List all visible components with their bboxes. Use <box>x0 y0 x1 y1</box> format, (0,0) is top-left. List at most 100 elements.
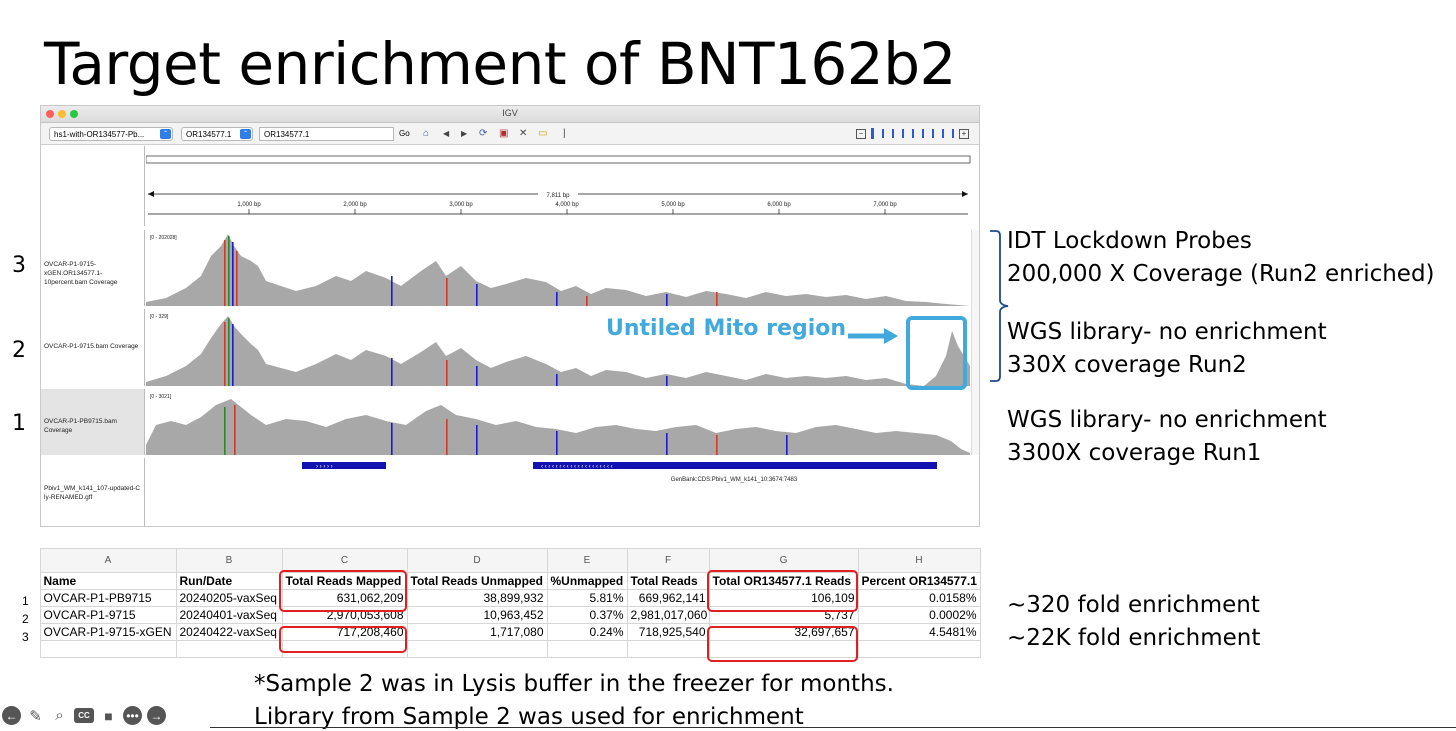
table-cell[interactable]: 0.37% <box>546 606 628 624</box>
zoom-icon[interactable]: ⌕ <box>55 707 64 724</box>
table-cell[interactable]: 718,925,540 <box>626 623 710 641</box>
previous-slide-icon[interactable]: ← <box>2 706 21 725</box>
minimize-window-button[interactable] <box>58 110 66 118</box>
table-cell[interactable]: 1,717,080 <box>406 623 548 641</box>
annotation-track[interactable]: › › › › › ‹ ‹ ‹ ‹ ‹ ‹ ‹ ‹ ‹ ‹ ‹ ‹ ‹ ‹ ‹ … <box>146 458 980 527</box>
table-row: OVCAR-P1-PB9715 20240205-vaxSeq 631,062,… <box>39 589 981 607</box>
track-1-coverage[interactable]: [0 - 3021] <box>146 389 980 455</box>
table-cell[interactable]: 38,899,932 <box>406 589 548 607</box>
zoom-in-icon[interactable]: + <box>959 128 969 139</box>
track-2-name[interactable]: OVCAR-P1-9715.bam Coverage <box>41 309 145 386</box>
variant-bar <box>446 278 448 306</box>
table-cell[interactable]: OVCAR-P1-9715-xGEN <box>39 623 177 641</box>
table-cell[interactable]: OVCAR-P1-PB9715 <box>39 589 177 607</box>
captions-icon[interactable]: CC <box>74 708 94 723</box>
wgs-run1-note: WGS library- no enrichment 3300X coverag… <box>1007 404 1327 470</box>
genome-dropdown[interactable]: hs1-with-OR134577-Pb... ⌃ <box>49 127 173 141</box>
table-cell[interactable]: 0.0002% <box>857 606 981 624</box>
col-letter[interactable]: H <box>857 548 981 573</box>
header-cell[interactable]: Percent OR134577.1 <box>857 572 981 590</box>
track-2-range: [0 - 329] <box>150 314 169 320</box>
close-tracks-icon[interactable]: ✕ <box>519 128 528 139</box>
table-cell[interactable]: 20240422-vaxSeq <box>175 623 283 641</box>
header-cell[interactable]: Total Reads Unmapped <box>406 572 548 590</box>
zoom-tick-icon <box>932 129 934 138</box>
col-letter[interactable]: B <box>175 548 283 573</box>
table-cell[interactable]: 2,981,017,060 <box>626 606 710 624</box>
table-cell[interactable]: 20240401-vaxSeq <box>175 606 283 624</box>
table-cell[interactable] <box>857 640 981 658</box>
table-cell[interactable] <box>546 640 628 658</box>
go-button[interactable]: Go <box>399 129 410 138</box>
track-2-coverage[interactable]: [0 - 329] <box>146 309 980 386</box>
variant-bar <box>224 407 226 455</box>
table-cell[interactable]: 10,963,452 <box>406 606 548 624</box>
table-cell[interactable] <box>39 640 177 658</box>
col-letter[interactable]: F <box>626 548 710 573</box>
col-letter[interactable]: A <box>39 548 177 573</box>
track-1-range: [0 - 3021] <box>150 394 172 400</box>
table-cell[interactable]: 5.81% <box>546 589 628 607</box>
track-3-coverage[interactable]: [0 - 202028] <box>146 230 980 306</box>
home-icon[interactable]: ⌂ <box>423 128 430 139</box>
ruler-tick-label: 1,000 bp <box>237 202 261 208</box>
forward-icon[interactable]: ▶ <box>461 129 468 138</box>
col-letter[interactable]: D <box>406 548 548 573</box>
header-cell[interactable]: %Unmapped <box>546 572 628 590</box>
row-number: 1 <box>22 594 29 608</box>
idt-note-line1: IDT Lockdown Probes <box>1007 228 1252 254</box>
col-letter[interactable]: E <box>546 548 628 573</box>
pen-icon[interactable]: ✎ <box>29 707 42 725</box>
camera-icon[interactable]: ■ <box>104 707 113 724</box>
ruler-panel: 7,811 bp 1,000 bp 2,000 bp 3,000 bp 4,000 b… <box>146 155 971 215</box>
ruler-name-panel <box>41 146 145 226</box>
coverage-area <box>146 234 970 306</box>
table-cell[interactable]: 631,062,209 <box>281 589 408 607</box>
track-scrollbar[interactable] <box>971 230 979 455</box>
roi-icon[interactable]: ▣ <box>499 128 509 139</box>
zoom-out-icon[interactable]: − <box>856 128 866 139</box>
table-cell[interactable] <box>175 640 283 658</box>
feature-block-1[interactable] <box>302 462 386 469</box>
refresh-icon[interactable]: ⟳ <box>479 128 488 139</box>
track-1-name[interactable]: OVCAR-P1-PB9715.bam Coverage <box>41 389 145 455</box>
col-letter[interactable]: C <box>281 548 408 573</box>
table-cell[interactable]: 0.24% <box>546 623 628 641</box>
zoom-widget[interactable]: − + <box>856 128 969 139</box>
table-cell[interactable]: 20240205-vaxSeq <box>175 589 283 607</box>
more-options-icon[interactable]: ••• <box>123 706 142 725</box>
variant-bar <box>476 366 478 386</box>
table-cell[interactable]: 0.0158% <box>857 589 981 607</box>
header-cell[interactable]: Total Reads <box>626 572 710 590</box>
close-window-button[interactable] <box>46 110 54 118</box>
chromosome-dropdown[interactable]: OR134577.1 ⌃ <box>181 127 253 141</box>
variant-bar <box>666 433 668 455</box>
variant-bar <box>228 236 230 306</box>
table-cell[interactable]: OVCAR-P1-9715 <box>39 606 177 624</box>
table-cell[interactable]: 4.5481% <box>857 623 981 641</box>
variant-bar <box>586 296 588 306</box>
table-cell[interactable]: 669,962,141 <box>626 589 710 607</box>
annotation-track-name[interactable]: Pbiv1_WM_k141_107-updated-C ly-RENAMED.g… <box>41 458 145 526</box>
back-icon[interactable]: ◀ <box>443 129 450 138</box>
next-slide-icon[interactable]: → <box>147 706 166 725</box>
ruler-tick-label: 2,000 bp <box>343 202 367 208</box>
header-cell[interactable]: Name <box>39 572 177 590</box>
col-letter[interactable]: G <box>708 548 859 573</box>
variant-bar <box>716 292 718 306</box>
highlight-or-reads-r1 <box>707 570 858 612</box>
ruler-icon[interactable]: | <box>563 128 566 139</box>
zoom-window-button[interactable] <box>70 110 78 118</box>
presentation-controls: ← ✎ ⌕ CC ■ ••• → <box>2 706 166 725</box>
header-cell[interactable]: Run/Date <box>175 572 283 590</box>
popup-info-icon[interactable]: ▭ <box>538 128 548 139</box>
track-3-name[interactable]: OVCAR-P1-9715-xGEN.OR134577.1-10percent.… <box>41 230 145 306</box>
variant-bar <box>232 242 234 306</box>
feature-block-2[interactable] <box>533 462 937 469</box>
row-number: 3 <box>22 630 29 644</box>
mito-callout-label: Untiled Mito region <box>606 316 847 341</box>
locus-input[interactable]: OR134577.1 <box>259 127 394 141</box>
table-cell[interactable] <box>626 640 710 658</box>
ruler-tick-label: 7,000 bp <box>873 202 897 208</box>
table-cell[interactable] <box>406 640 548 658</box>
